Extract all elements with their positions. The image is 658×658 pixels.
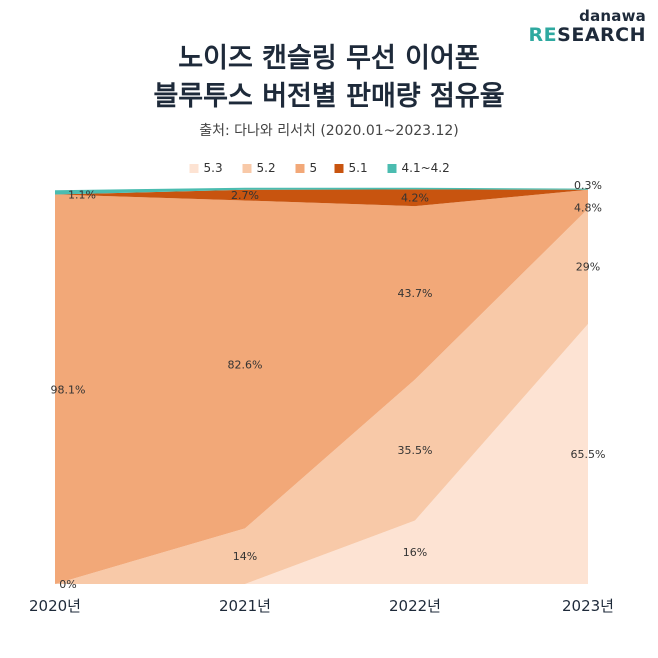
data-label-5-1-2: 4.2% bbox=[401, 192, 429, 205]
logo-research-text: RESEARCH bbox=[529, 25, 646, 45]
area-series-5-2 bbox=[55, 208, 588, 585]
chart-source: 출처: 다나와 리서치 (2020.01~2023.12) bbox=[199, 123, 459, 139]
legend-label-5: 5 bbox=[310, 161, 318, 175]
chart-title-line-2: 블루투스 버전별 판매량 점유율 bbox=[153, 81, 505, 112]
data-label-5-3-2: 16% bbox=[403, 546, 427, 559]
x-tick-label-1: 2021년 bbox=[219, 597, 271, 615]
data-label-5-2-0: 0% bbox=[59, 578, 76, 591]
legend-swatch-5 bbox=[295, 164, 305, 173]
x-tick-label-3: 2023년 bbox=[562, 597, 614, 615]
area-series-4-1-4-2 bbox=[55, 187, 588, 195]
area-series-5 bbox=[55, 189, 588, 585]
data-label-5-2: 43.7% bbox=[398, 287, 433, 300]
logo-danawa-text: danawa bbox=[579, 7, 646, 25]
legend-swatch-5-1 bbox=[334, 164, 344, 173]
legend-swatch-5-2 bbox=[242, 164, 252, 173]
legend-label-5-1: 5.1 bbox=[349, 161, 368, 175]
data-label-5-1-1: 2.7% bbox=[231, 189, 259, 202]
x-tick-label-0: 2020년 bbox=[29, 597, 81, 615]
data-label-4-1-4-2-0: 1.1% bbox=[68, 188, 96, 201]
area-series-5-3 bbox=[55, 324, 588, 584]
legend-label-5-2: 5.2 bbox=[257, 161, 276, 175]
data-label-5-3-3: 65.5% bbox=[571, 448, 606, 461]
data-label-4-1-4-2-3: 0.3% bbox=[574, 179, 602, 192]
x-tick-label-2: 2022년 bbox=[389, 597, 441, 615]
legend-swatch-4-1-4-2 bbox=[387, 164, 397, 173]
legend-swatch-5-3 bbox=[189, 164, 199, 173]
data-label-5-1: 82.6% bbox=[228, 358, 263, 371]
data-label-5-2-3: 29% bbox=[576, 260, 600, 273]
logo-search-text: SEARCH bbox=[557, 24, 646, 46]
chart-title-line-1: 노이즈 캔슬링 무선 이어폰 bbox=[178, 43, 480, 74]
data-label-5-2-2: 35.5% bbox=[398, 444, 433, 457]
data-label-5-3: 4.8% bbox=[574, 201, 602, 214]
legend-label-5-3: 5.3 bbox=[204, 161, 223, 175]
area-series-5-1 bbox=[55, 189, 588, 207]
data-label-5-0: 98.1% bbox=[51, 383, 86, 396]
chart-title: 노이즈 캔슬링 무선 이어폰 블루투스 버전별 판매량 점유율 bbox=[0, 40, 658, 116]
data-label-5-2-1: 14% bbox=[233, 550, 257, 563]
danawa-research-logo: danawa RESEARCH bbox=[529, 7, 646, 46]
logo-re-text: RE bbox=[528, 24, 558, 46]
legend-label-4-1-4-2: 4.1~4.2 bbox=[402, 161, 450, 175]
